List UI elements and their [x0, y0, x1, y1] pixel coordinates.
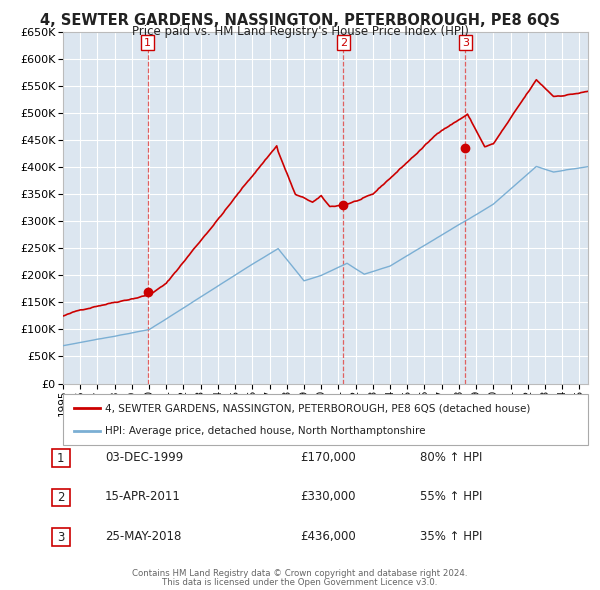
- Text: 4, SEWTER GARDENS, NASSINGTON, PETERBOROUGH, PE8 6QS (detached house): 4, SEWTER GARDENS, NASSINGTON, PETERBORO…: [105, 403, 530, 413]
- FancyBboxPatch shape: [52, 529, 70, 546]
- FancyBboxPatch shape: [52, 489, 70, 506]
- Text: Contains HM Land Registry data © Crown copyright and database right 2024.: Contains HM Land Registry data © Crown c…: [132, 569, 468, 578]
- Text: £330,000: £330,000: [300, 490, 355, 503]
- Text: 15-APR-2011: 15-APR-2011: [105, 490, 181, 503]
- Text: 55% ↑ HPI: 55% ↑ HPI: [420, 490, 482, 503]
- Text: 03-DEC-1999: 03-DEC-1999: [105, 451, 183, 464]
- Text: 3: 3: [462, 38, 469, 48]
- FancyBboxPatch shape: [63, 394, 588, 445]
- Text: Price paid vs. HM Land Registry's House Price Index (HPI): Price paid vs. HM Land Registry's House …: [131, 25, 469, 38]
- Text: 4, SEWTER GARDENS, NASSINGTON, PETERBOROUGH, PE8 6QS: 4, SEWTER GARDENS, NASSINGTON, PETERBORO…: [40, 13, 560, 28]
- Text: This data is licensed under the Open Government Licence v3.0.: This data is licensed under the Open Gov…: [163, 578, 437, 587]
- Text: 1: 1: [57, 451, 65, 465]
- Text: 1: 1: [144, 38, 151, 48]
- Text: 25-MAY-2018: 25-MAY-2018: [105, 530, 181, 543]
- Text: 2: 2: [340, 38, 347, 48]
- FancyBboxPatch shape: [52, 450, 70, 467]
- Text: 35% ↑ HPI: 35% ↑ HPI: [420, 530, 482, 543]
- Text: £436,000: £436,000: [300, 530, 356, 543]
- Text: £170,000: £170,000: [300, 451, 356, 464]
- Text: 2: 2: [57, 491, 65, 504]
- Text: HPI: Average price, detached house, North Northamptonshire: HPI: Average price, detached house, Nort…: [105, 426, 425, 436]
- Text: 3: 3: [57, 530, 65, 544]
- Text: 80% ↑ HPI: 80% ↑ HPI: [420, 451, 482, 464]
